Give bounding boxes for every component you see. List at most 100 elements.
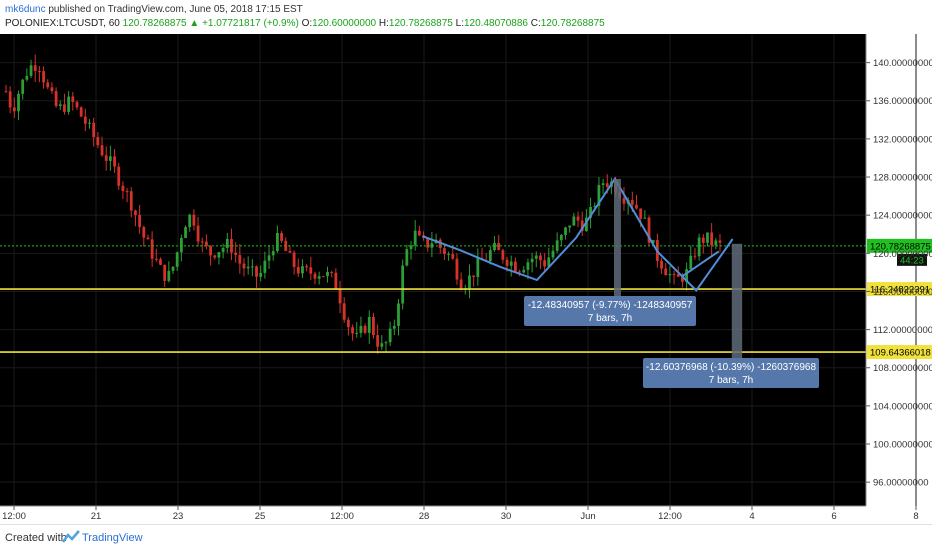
- candle-body: [355, 332, 359, 334]
- candle-body: [476, 258, 480, 278]
- chart-area[interactable]: 116.24822391 109.64366018 120.78268875 44:2…: [0, 34, 932, 524]
- candle-body: [230, 238, 233, 253]
- candle-body: [522, 269, 526, 273]
- candle-body: [539, 255, 542, 261]
- measure-bar: [613, 178, 621, 299]
- low-value: 120.48070886: [464, 18, 528, 29]
- tradingview-logo-icon[interactable]: [61, 530, 80, 549]
- candle-body: [301, 266, 304, 274]
- candle-body: [159, 259, 162, 265]
- x-tick-label: Jun: [580, 511, 595, 522]
- x-tick-label: 25: [255, 511, 266, 522]
- candle-body: [246, 266, 250, 269]
- candle-body: [167, 270, 171, 281]
- candle-body: [576, 216, 580, 221]
- tradingview-link[interactable]: TradingView: [82, 532, 143, 544]
- candle-body: [681, 276, 684, 282]
- candle-body: [351, 327, 354, 334]
- candle-body: [146, 237, 150, 240]
- candle-body: [150, 239, 154, 259]
- candle-body: [664, 268, 668, 276]
- x-tick-label: 4: [749, 511, 754, 522]
- candle-body: [417, 230, 421, 236]
- x-tick-label: 21: [91, 511, 102, 522]
- candle-body: [12, 107, 16, 112]
- candle-body: [38, 71, 41, 73]
- x-tick-label: 12:00: [330, 511, 354, 522]
- candle-body: [672, 274, 676, 276]
- candle-body: [363, 325, 367, 333]
- candle-body: [676, 274, 680, 277]
- y-tick-label: 120.00000000: [873, 249, 932, 260]
- candle-body: [280, 233, 283, 241]
- candle-body: [121, 185, 125, 192]
- support-price-tag: [867, 282, 932, 297]
- y-tick-label: 124.00000000: [873, 211, 932, 222]
- candle-body: [305, 266, 309, 268]
- candle-body: [534, 255, 538, 259]
- drawings: -12.48340957 (-9.77%) -1248340957 7 bars,…: [422, 177, 819, 388]
- candle-body: [54, 91, 58, 106]
- candle-body: [29, 65, 33, 76]
- last-price-label: 120.78268875: [870, 241, 931, 252]
- candle-body: [83, 116, 87, 124]
- candle-body: [405, 249, 409, 266]
- candle-body: [96, 137, 100, 146]
- candle-body: [213, 255, 217, 258]
- candle-body: [639, 208, 643, 219]
- candle-body: [125, 191, 129, 193]
- y-tick-label: 128.00000000: [873, 173, 932, 184]
- candle-body: [346, 319, 350, 328]
- measure-label-line1: -12.60376968 (-10.39%) -1260376968: [646, 362, 817, 373]
- candle-body: [25, 75, 29, 80]
- y-tick-label: 108.00000000: [873, 363, 932, 374]
- change-label: ▲ +1.07721817 (+0.9%): [189, 18, 299, 29]
- candle-body: [455, 258, 459, 280]
- candle-body: [221, 248, 225, 253]
- x-tick-label: 12:00: [658, 511, 682, 522]
- candle-body: [384, 342, 388, 344]
- high-label: H:: [378, 18, 389, 29]
- price-chart[interactable]: 116.24822391 109.64366018 120.78268875 44:2…: [0, 34, 932, 524]
- support-price-label: 116.24822391: [870, 285, 930, 296]
- y-tick-label: 100.00000000: [873, 440, 932, 451]
- y-tick-label: 104.00000000: [873, 401, 932, 412]
- candle-body: [526, 262, 530, 270]
- candle-body: [630, 199, 634, 205]
- candle-body: [338, 289, 342, 304]
- candle-body: [225, 238, 229, 249]
- candle-body: [568, 225, 572, 228]
- candle-body: [438, 239, 442, 249]
- measure-label-box: [643, 358, 819, 388]
- measure-label-box: [524, 296, 696, 326]
- candle-body: [668, 274, 672, 276]
- candle-body: [163, 264, 167, 281]
- candle-body: [413, 230, 417, 246]
- x-tick-label: 12:00: [2, 511, 26, 522]
- candle-body: [572, 216, 576, 226]
- close-value: 120.78268875: [540, 18, 605, 29]
- measure-label-line2: 7 bars, 7h: [588, 313, 632, 324]
- candle-body: [242, 263, 246, 269]
- candle-body: [547, 257, 551, 267]
- candle-body: [88, 122, 91, 124]
- candle-body: [392, 325, 396, 329]
- candle-body: [326, 271, 329, 277]
- author-link[interactable]: mk6dunc: [5, 4, 46, 15]
- x-tick-label: 30: [501, 511, 512, 522]
- candle-body: [643, 217, 647, 219]
- candle-body: [497, 242, 501, 251]
- candle-body: [597, 184, 601, 206]
- candle-body: [622, 198, 626, 204]
- x-tick-label: 8: [913, 511, 918, 522]
- candle-body: [250, 266, 254, 268]
- grid: [0, 34, 917, 506]
- candle-body: [701, 237, 705, 243]
- candle-body: [217, 252, 221, 258]
- candle-body: [559, 235, 563, 241]
- open-value: 120.60000000: [312, 18, 377, 29]
- candle-body: [426, 237, 430, 248]
- trend-line: [422, 177, 734, 293]
- candle-body: [372, 316, 375, 336]
- candle-body: [263, 260, 267, 273]
